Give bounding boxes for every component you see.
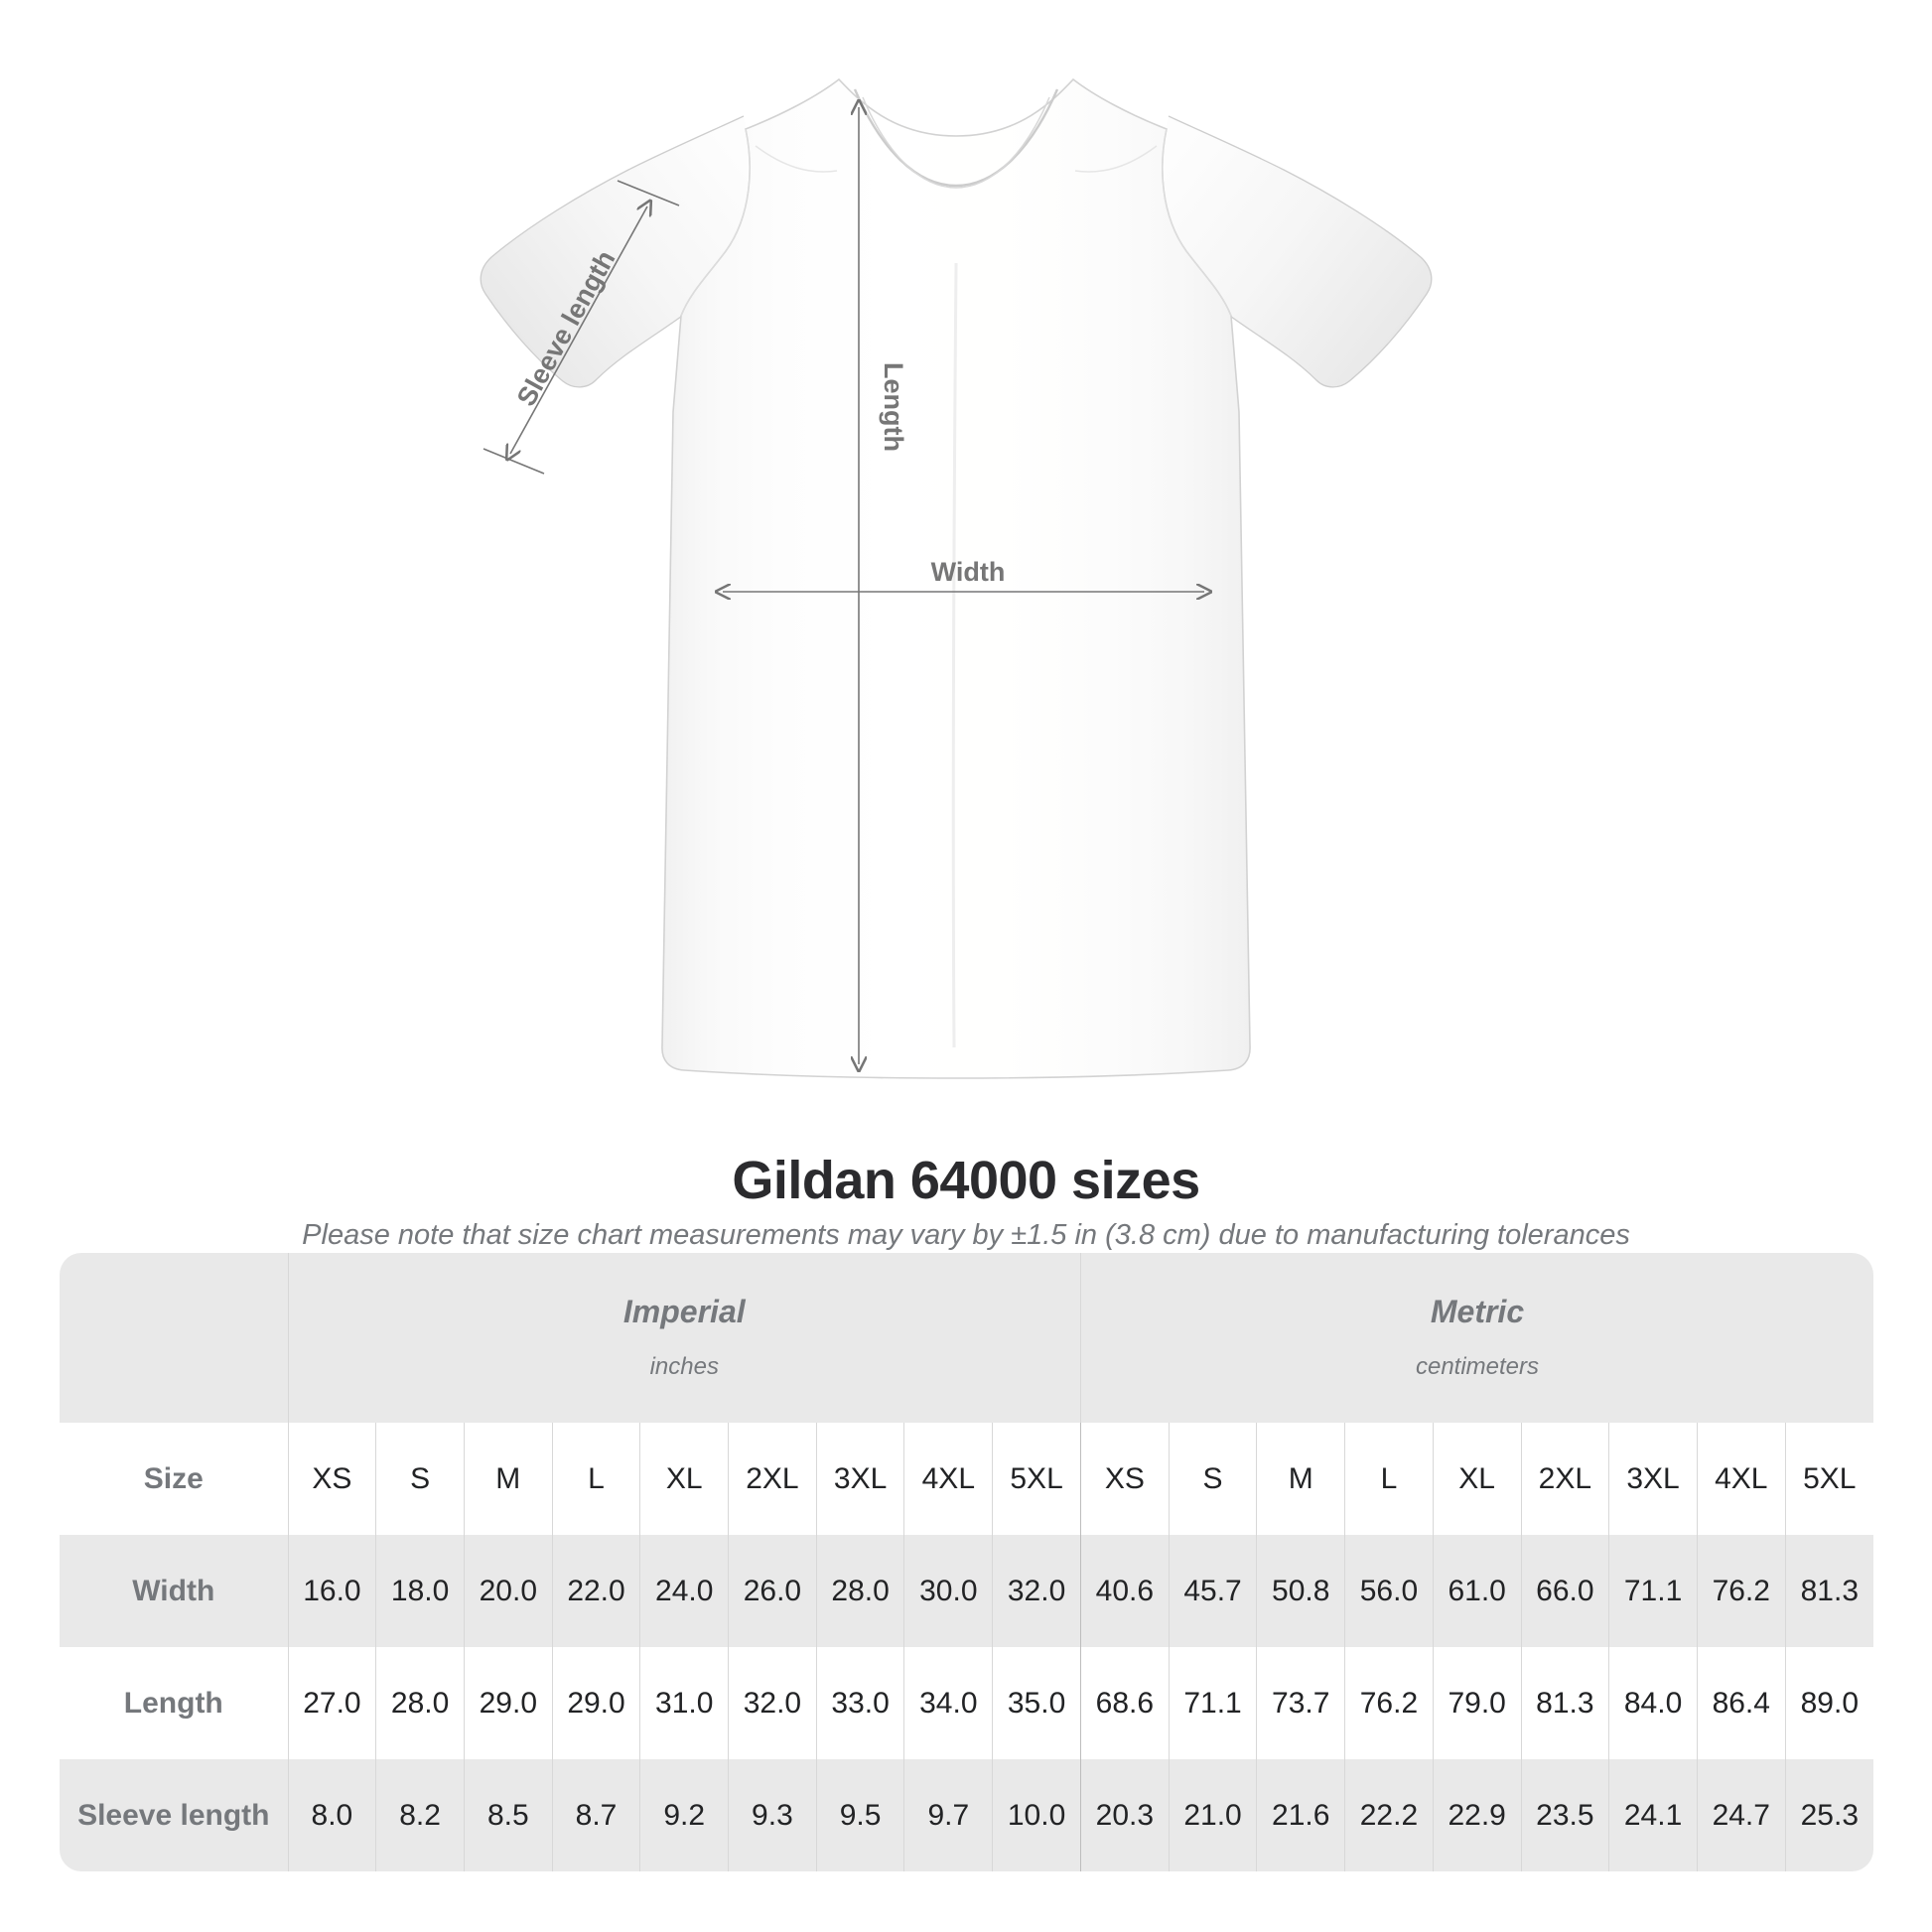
svg-text:Length: Length: [879, 362, 908, 452]
svg-text:Sleeve length: Sleeve length: [511, 245, 621, 411]
svg-text:Width: Width: [931, 557, 1006, 587]
